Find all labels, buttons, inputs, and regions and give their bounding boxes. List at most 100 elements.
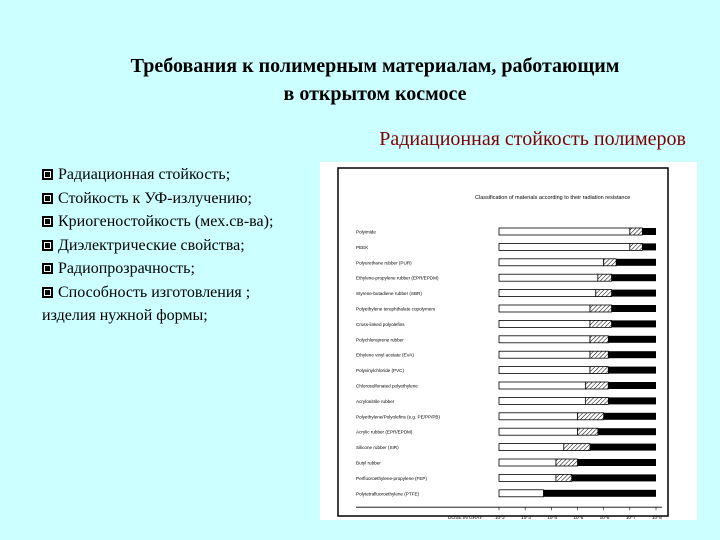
bar-no-effect xyxy=(498,227,631,236)
chart-row: Polychloroprene rubber xyxy=(356,335,656,344)
bar-no-effect xyxy=(498,289,597,297)
bar-moderate xyxy=(584,396,609,405)
bullet-text: Радиопрозрачность; xyxy=(58,260,195,277)
tick-label-gray: 10^4 xyxy=(547,515,557,520)
series-label: Polychloroprene rubber xyxy=(356,337,404,342)
tick-label-gray: 10^2 xyxy=(495,515,505,520)
bar-no-effect xyxy=(498,366,591,375)
bullet-list: Радиационная стойкость; Стойкость к УФ-и… xyxy=(42,163,292,328)
series-label: Acrylic rubber (EPR/EPDM) xyxy=(356,430,413,435)
bar-severe xyxy=(589,443,656,451)
checkbox-bullet-icon xyxy=(42,169,53,180)
bar-no-effect xyxy=(498,443,565,452)
series-label: Perfluoroethylene-propylene (FEP) xyxy=(356,476,427,481)
chart-row: Polyurethane rubber (PUR) xyxy=(356,258,656,267)
bar-moderate xyxy=(589,319,612,328)
bar-severe xyxy=(608,351,656,359)
checkbox-bullet-icon xyxy=(42,286,53,298)
chart-row: Acrylonitrile rubber xyxy=(356,396,656,405)
series-label: Chlorosulfonated polyethylene xyxy=(356,384,418,389)
tick-label-gray: 10^6 xyxy=(600,515,610,520)
bar-no-effect xyxy=(498,350,591,359)
bar-severe xyxy=(642,228,656,235)
bullet-text: Диэлектрические свойства; xyxy=(58,236,245,254)
series-label: Acrylonitrile rubber xyxy=(356,399,395,404)
bullet-text: Радиационная стойкость; xyxy=(58,166,231,183)
chart-row: Cross-linked polyolefins xyxy=(356,319,656,328)
bar-moderate xyxy=(595,289,612,297)
xlabel-gray: DOSE IN GRAY xyxy=(448,515,483,520)
bar-no-effect xyxy=(498,258,605,267)
checkbox-bullet-icon xyxy=(42,263,53,274)
slide-subtitle: Радиационная стойкость полимеров xyxy=(379,128,686,150)
bar-moderate xyxy=(555,458,578,467)
bullet-text: Стойкость к УФ-излучению; xyxy=(58,189,252,207)
bullet-item: Диэлектрические свойства; xyxy=(42,234,292,258)
bar-no-effect xyxy=(498,381,586,390)
bar-severe xyxy=(608,335,656,343)
bar-no-effect xyxy=(498,489,544,498)
slide-title: Требования к полимерным материалам, рабо… xyxy=(60,52,690,108)
tick-label-gray: 10^5 xyxy=(574,515,584,520)
bar-moderate xyxy=(589,350,609,359)
bar-severe xyxy=(616,258,656,266)
bar-no-effect xyxy=(498,243,631,251)
chart-row: Ethylene-propylene rubber (EPR/EPDM) xyxy=(356,273,656,282)
slide-title-line2: в открытом космосе xyxy=(283,83,467,105)
chart-row: Polyvinylchloride (PVC) xyxy=(356,366,656,375)
bar-moderate xyxy=(577,427,599,436)
bar-moderate xyxy=(597,273,612,282)
checkbox-bullet-icon xyxy=(42,192,53,204)
bar-no-effect xyxy=(498,304,591,313)
bar-no-effect xyxy=(498,458,557,467)
bar-moderate xyxy=(629,243,643,251)
bar-severe xyxy=(611,320,656,328)
series-label: Cross-linked polyolefins xyxy=(356,322,405,327)
tick-label-gray: 10^8 xyxy=(652,515,662,520)
bar-severe xyxy=(611,289,656,297)
series-label: Ethylene vinyl acetate (EVA) xyxy=(356,353,414,358)
bar-no-effect xyxy=(498,335,591,344)
chart-row: Silicone rubber (SIR) xyxy=(356,443,656,452)
series-label: Butyl rubber xyxy=(356,461,381,466)
tick-label-gray: 10^3 xyxy=(521,515,531,520)
bar-no-effect xyxy=(498,473,557,482)
series-label: Silicone rubber (SIR) xyxy=(356,445,399,450)
bullet-text: Криогеностойкость (мех.св-ва); xyxy=(58,213,274,230)
chart-row: Ethylene vinyl acetate (EVA) xyxy=(356,350,656,359)
series-label: Polytetrafluoroethylene (PTFE) xyxy=(356,491,420,496)
chart-title: Classification of materials according to… xyxy=(475,195,630,201)
series-label: Polyimide xyxy=(356,230,376,235)
chart-row: Polyimide xyxy=(356,227,656,236)
checkbox-bullet-icon xyxy=(42,239,53,251)
radiation-chart-figure: Classification of materials according to… xyxy=(320,162,697,520)
series-label: Styrene-butadiene rubber (SBR) xyxy=(356,291,422,296)
series-label: Ethylene-propylene rubber (EPR/EPDM) xyxy=(356,276,439,281)
bar-moderate xyxy=(629,227,643,236)
chart-row: Chlorosulfonated polyethylene xyxy=(356,381,656,390)
bar-severe xyxy=(608,366,656,374)
tick-label-gray: 10^7 xyxy=(626,515,636,520)
bar-severe xyxy=(603,412,656,420)
bar-severe xyxy=(611,305,656,312)
slide-title-line1: Требования к полимерным материалам, рабо… xyxy=(130,55,620,77)
bar-severe xyxy=(597,428,656,436)
bar-severe xyxy=(608,382,656,389)
bar-severe xyxy=(543,489,656,497)
bar-severe xyxy=(642,243,656,251)
chart-row: PEEK xyxy=(356,243,656,251)
bar-severe xyxy=(611,274,656,282)
series-label: Polyvinylchloride (PVC) xyxy=(356,368,404,373)
bullet-item: Криогеностойкость (мех.св-ва); xyxy=(42,210,292,234)
series-label: Polyurethane rubber (PUR) xyxy=(356,260,412,265)
bar-severe xyxy=(608,397,656,405)
chart-row: Acrylic rubber (EPR/EPDM) xyxy=(356,427,656,436)
bar-no-effect xyxy=(498,396,586,405)
bullet-item: Стойкость к УФ-излучению; xyxy=(42,187,292,211)
bar-severe xyxy=(577,459,656,466)
bar-no-effect xyxy=(498,273,599,282)
bullet-text: Способность изготовления ; изделия нужно… xyxy=(42,283,251,325)
bar-moderate xyxy=(589,366,609,375)
radiation-resistance-chart: Classification of materials according to… xyxy=(337,167,669,520)
series-label: Polyethylene terephthalate copolymers xyxy=(356,307,436,312)
